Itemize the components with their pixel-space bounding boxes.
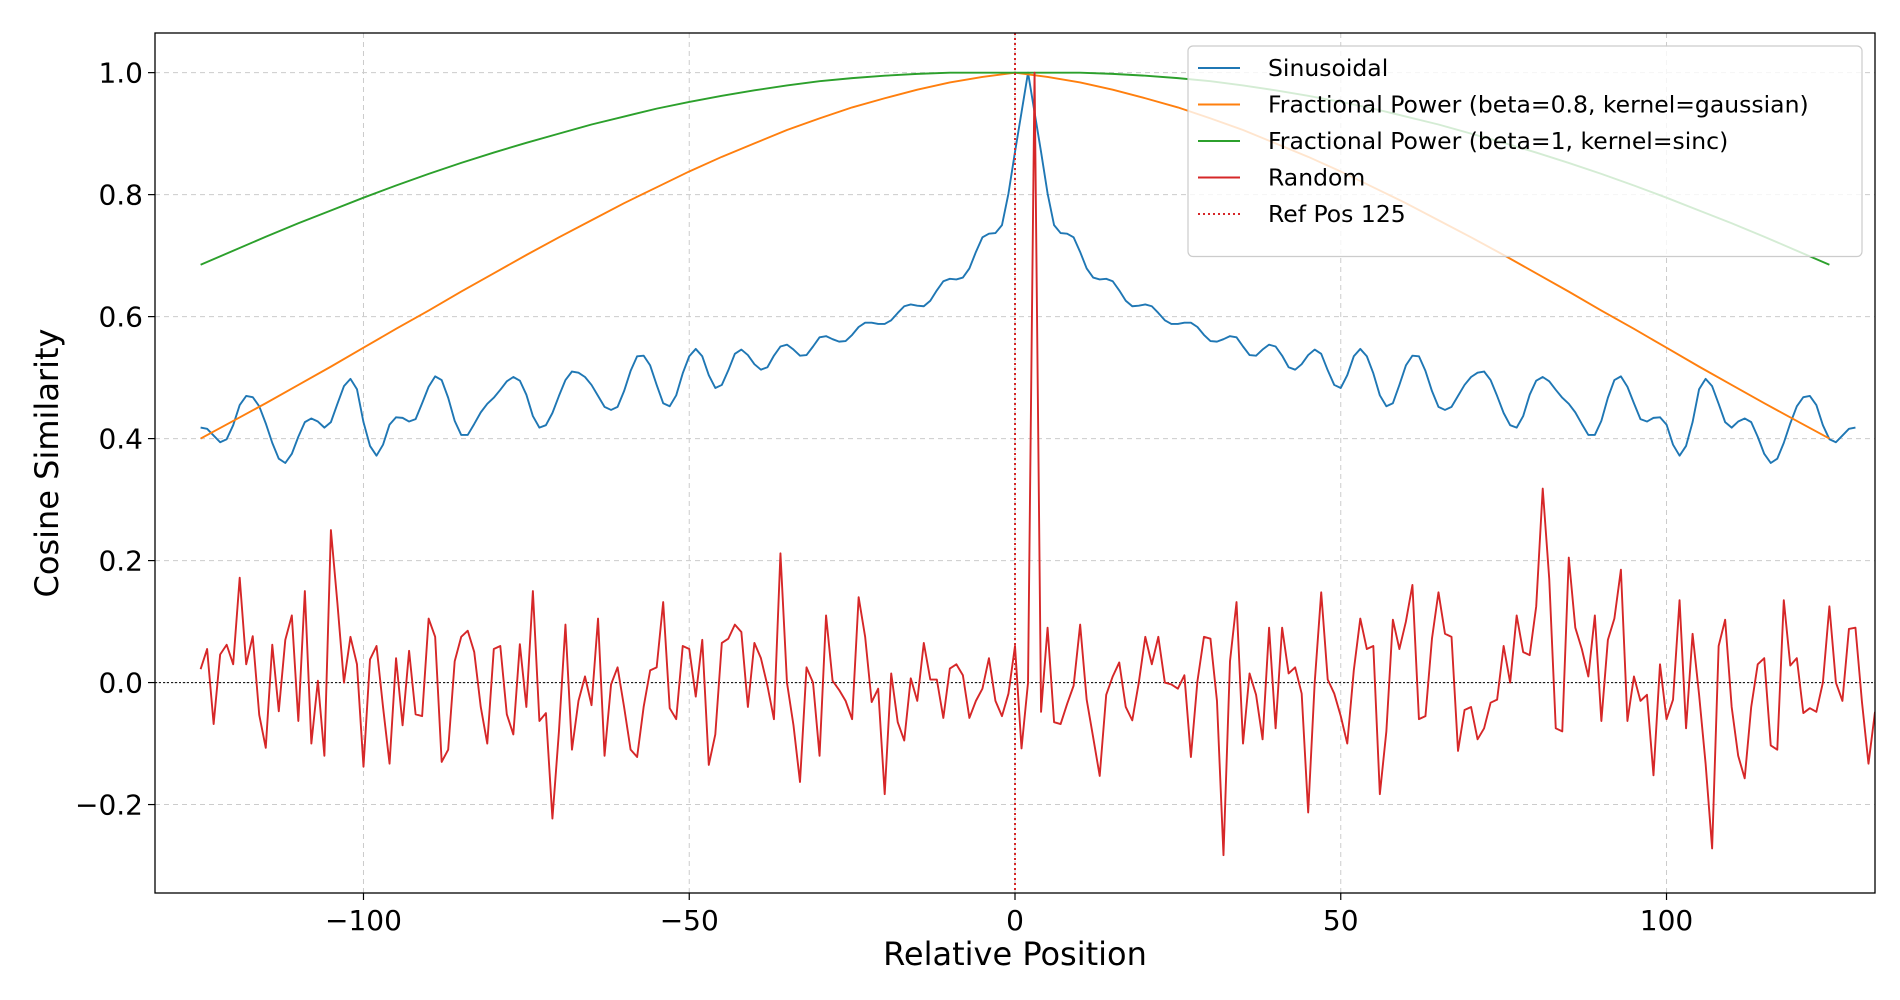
legend-label-3: Random [1268, 164, 1365, 192]
legend-label-4: Ref Pos 125 [1268, 200, 1406, 228]
axis-ticks: −100 −50 0 50 100 −0.2 0.0 0.2 0.4 0.6 0.8 1.0 [75, 57, 1693, 937]
y-tick-label: 0.6 [98, 301, 143, 334]
x-tick-label: −50 [660, 904, 719, 937]
y-tick-label: 1.0 [98, 57, 143, 90]
legend-box [1187, 45, 1863, 258]
legend-label-2: Fractional Power (beta=1, kernel=sinc) [1268, 127, 1728, 155]
series-line-3 [199, 71, 1875, 857]
series-group [199, 71, 1875, 857]
legend-label-0: Sinusoidal [1268, 54, 1388, 82]
y-tick-label: 0.4 [98, 423, 143, 456]
legend-label-1: Fractional Power (beta=0.8, kernel=gauss… [1268, 91, 1809, 119]
x-tick-label: 0 [1006, 904, 1024, 937]
legend: Sinusoidal Fractional Power (beta=0.8, ke… [1187, 45, 1863, 258]
x-axis-label: Relative Position [883, 935, 1147, 973]
y-axis-label: Cosine Similarity [28, 329, 66, 598]
y-tick-label: −0.2 [75, 789, 143, 822]
x-tick-label: 50 [1323, 904, 1359, 937]
y-tick-label: 0.8 [98, 179, 143, 212]
y-tick-label: 0.2 [98, 545, 143, 578]
y-tick-label: 0.0 [98, 667, 143, 700]
x-tick-label: 100 [1640, 904, 1693, 937]
x-tick-label: −100 [325, 904, 402, 937]
